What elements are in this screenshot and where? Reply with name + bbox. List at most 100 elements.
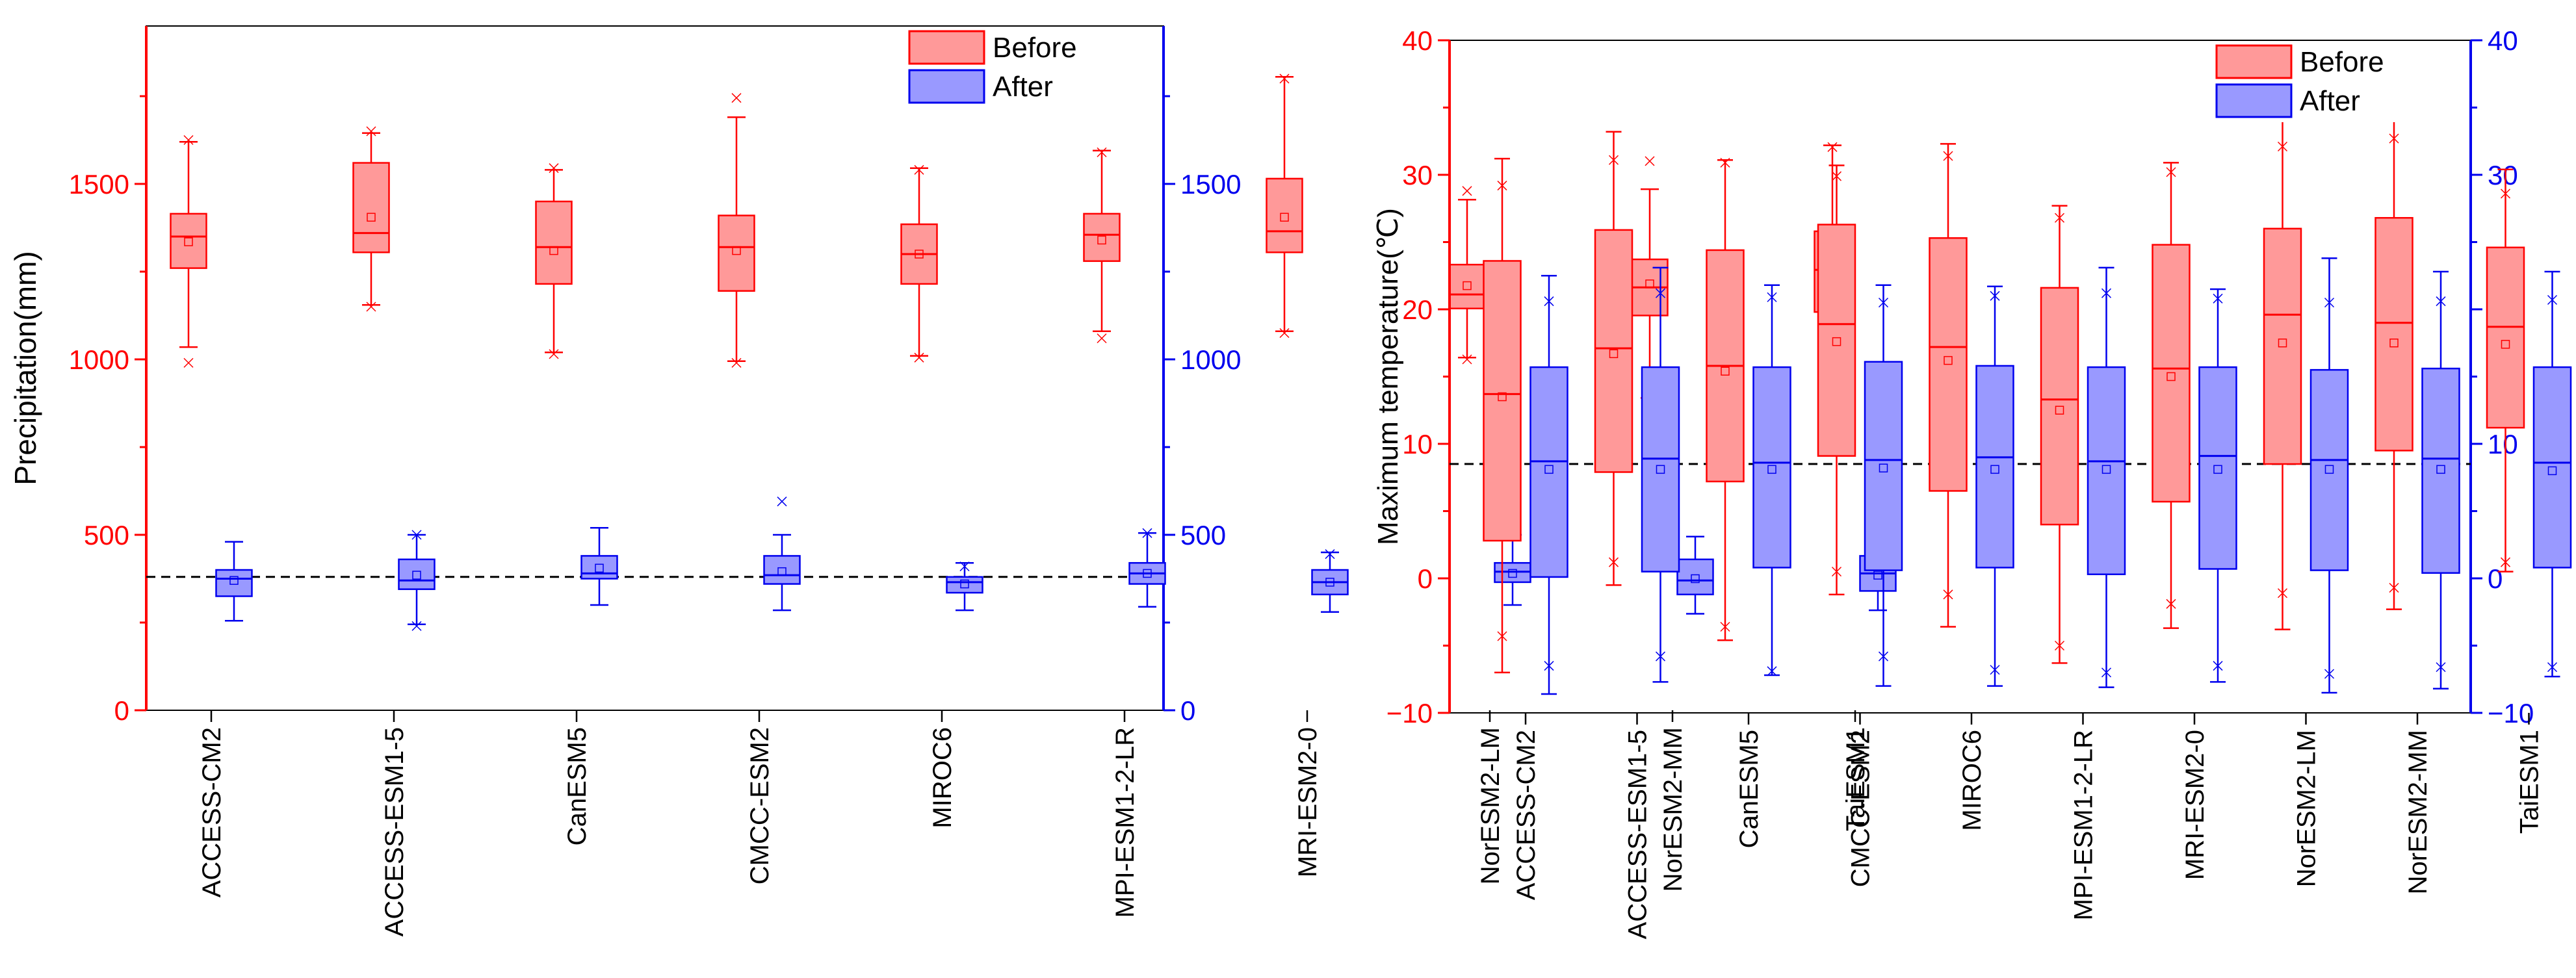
outlier-marker: [1767, 292, 1777, 302]
mean-marker: [2166, 372, 2176, 381]
outlier-marker: [1990, 665, 2000, 675]
mean-marker: [2278, 339, 2287, 348]
mean-marker: [1832, 337, 1841, 346]
box-before: [2263, 85, 2302, 630]
box-body: [763, 555, 801, 585]
box-after: [1752, 284, 1791, 676]
mean-marker: [1645, 279, 1654, 289]
box-body: [580, 555, 618, 580]
box-after: [1864, 284, 1903, 687]
box-body: [2087, 366, 2126, 576]
box-before: [2486, 168, 2525, 573]
box-body: [1975, 365, 2014, 569]
x-tick-label: MIROC6: [928, 727, 957, 829]
box-before: [1483, 157, 1522, 674]
box-before: [352, 126, 390, 312]
y-tick-label-left: 30: [1402, 160, 1433, 190]
outlier-marker: [2054, 212, 2065, 223]
outlier-marker: [411, 621, 422, 631]
outlier-marker: [1767, 666, 1777, 676]
mean-marker: [1609, 349, 1619, 359]
outlier-marker: [2277, 141, 2288, 152]
outlier-marker: [2436, 662, 2446, 673]
outlier-marker: [549, 163, 559, 174]
mean-marker: [1944, 355, 1953, 365]
x-tick-label: ACCESS-CM2: [1512, 730, 1541, 900]
x-tick-label: ACCESS-CM2: [198, 727, 226, 897]
box-before: [1448, 186, 1486, 365]
outlier-marker: [1497, 181, 1507, 191]
legend-swatch: [908, 69, 985, 104]
plot-frame: [146, 25, 1164, 711]
outlier-marker: [2389, 582, 2399, 593]
box-after: [2532, 270, 2572, 678]
box-after: [580, 526, 618, 606]
outlier-marker: [2500, 557, 2511, 567]
outlier-marker: [1720, 621, 1730, 632]
outlier-marker: [914, 164, 924, 175]
outlier-marker: [1325, 549, 1335, 560]
y-tick-label-right: 40: [2488, 25, 2518, 56]
mean-marker: [1879, 463, 1888, 473]
box-body: [2309, 368, 2349, 571]
outlier-marker: [2389, 133, 2399, 144]
mean-marker: [229, 576, 239, 585]
outlier-marker: [1831, 567, 1842, 577]
outlier-marker: [1142, 528, 1152, 538]
box-before: [2152, 162, 2191, 629]
y-tick-label-left: 20: [1402, 294, 1433, 325]
mean-marker: [1990, 465, 1999, 474]
legend-swatch: [2215, 83, 2293, 118]
mean-marker: [960, 579, 969, 589]
mean-marker: [595, 563, 604, 573]
legend-swatch: [908, 30, 985, 65]
box-before: [535, 163, 573, 359]
box-after: [946, 561, 983, 611]
y-tick-label-left: 1500: [69, 169, 129, 199]
box-before: [900, 164, 938, 363]
mean-marker: [367, 212, 376, 222]
outlier-marker: [1645, 156, 1655, 166]
box-body: [215, 569, 253, 597]
outlier-marker: [1608, 155, 1619, 165]
x-tick-label: MPI-ESM1-2-LR: [1111, 727, 1139, 918]
box-body: [2198, 366, 2237, 570]
box-body: [1529, 366, 1568, 578]
box-after: [1311, 549, 1349, 613]
mean-marker: [1508, 569, 1517, 578]
y-tick-label-right: 500: [1180, 520, 1226, 550]
outlier-marker: [1990, 290, 2000, 301]
box-body: [398, 558, 436, 590]
x-tick-label: NorESM2-LM: [1476, 727, 1505, 884]
box-before: [2374, 120, 2413, 610]
outlier-marker: [2213, 293, 2223, 303]
box-before: [1594, 131, 1633, 586]
y-axis-label: Precipitation(mm): [8, 251, 42, 485]
box-after: [2421, 270, 2460, 689]
outlier-marker: [1655, 651, 1666, 662]
outlier-marker: [2547, 662, 2558, 673]
x-tick-label: TaiESM1: [2516, 730, 2544, 834]
box-body: [1752, 366, 1791, 569]
y-tick-label-right: 0: [2488, 563, 2503, 594]
y-tick-label-left: 40: [1402, 25, 1433, 56]
y-tick-label-right: 1000: [1180, 344, 1241, 375]
mean-marker: [2389, 339, 2399, 348]
mean-marker: [184, 237, 193, 246]
box-body: [1448, 263, 1486, 309]
box-after: [1975, 285, 2014, 687]
box-after: [2087, 266, 2126, 688]
outlier-marker: [1608, 557, 1619, 567]
outlier-marker: [2277, 588, 2288, 598]
box-body: [2152, 244, 2191, 503]
mean-marker: [2501, 340, 2510, 349]
box-before: [170, 135, 207, 368]
x-tick-label: NorESM2-MM: [1659, 727, 1687, 892]
box-body: [1083, 212, 1121, 263]
box-after: [2198, 288, 2237, 683]
outlier-marker: [1544, 661, 1554, 671]
outlier-marker: [731, 357, 742, 368]
mean-marker: [1767, 465, 1776, 474]
outlier-marker: [2101, 288, 2112, 298]
